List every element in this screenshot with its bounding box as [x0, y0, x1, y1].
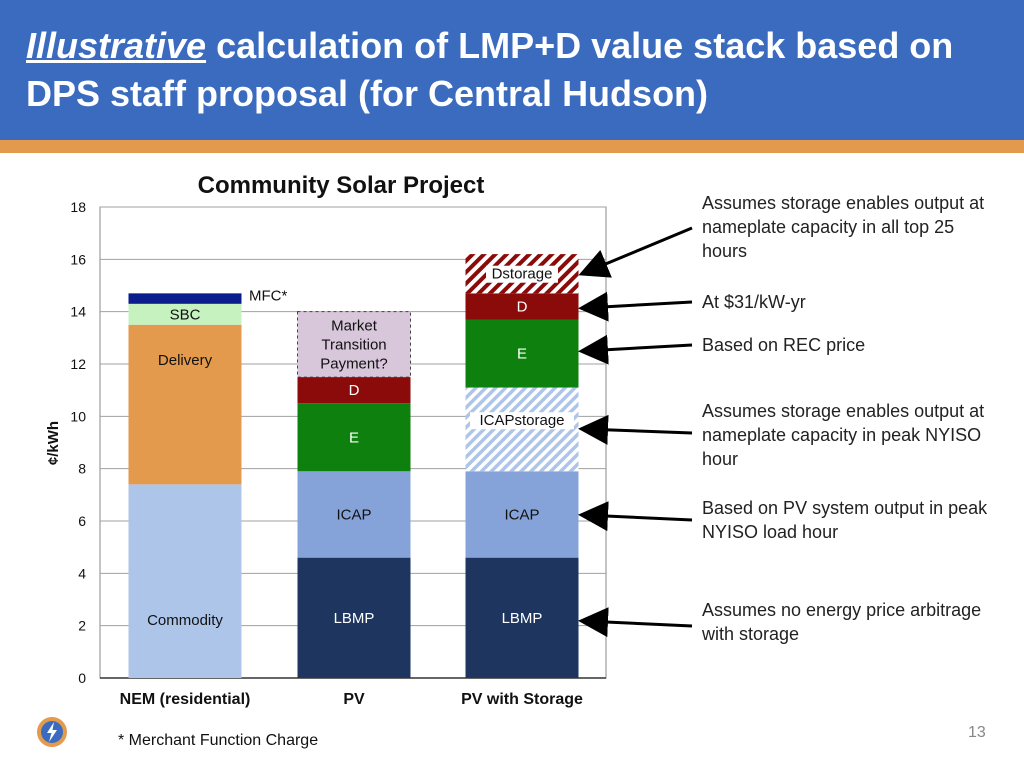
y-tick-label: 2 [78, 618, 86, 634]
bar-segment-d [465, 293, 579, 320]
annotation-d: At $31/kW-yr [702, 292, 806, 312]
bar-segment-d [297, 377, 411, 404]
y-tick-label: 12 [70, 356, 86, 372]
y-tick-label: 16 [70, 251, 86, 267]
bar-segment-e [465, 319, 579, 388]
segment-label: Payment? [320, 355, 388, 372]
chart-title: Community Solar Project [198, 172, 485, 199]
segment-label: D [517, 298, 528, 315]
y-axis-label: ¢/kWh [45, 421, 62, 465]
bar-segment-commodity [128, 484, 242, 678]
annotation-e: Based on REC price [702, 335, 866, 355]
y-tick-label: 4 [78, 565, 86, 581]
annotation-icap: Based on PV system output in peak NYISO … [702, 498, 988, 542]
segment-label: LBMP [502, 610, 543, 627]
segment-label-bg [470, 412, 574, 430]
segment-label: ICAP [336, 506, 371, 523]
bar-segment-lbmp [465, 557, 579, 678]
bar-segment-icap [297, 471, 411, 558]
y-tick-label: 10 [70, 408, 86, 424]
segment-label: ICAPstorage [479, 412, 564, 429]
x-category-label: PV with Storage [461, 691, 583, 708]
segment-label-bg [486, 265, 558, 283]
segment-label: Commodity [147, 612, 223, 629]
lightning-bolt-logo-icon [37, 717, 67, 747]
segment-label: SBC [170, 306, 201, 323]
segment-label: D [349, 382, 360, 399]
title-emphasis: Illustrative [26, 25, 207, 66]
segment-label: ICAP [504, 506, 539, 523]
annotation-lbmp: Assumes no energy price arbitrage with s… [702, 600, 982, 644]
segment-label: Market [331, 317, 378, 334]
y-tick-label: 14 [70, 304, 86, 320]
segment-label: Transition [321, 336, 386, 353]
bar-segment-mfc [128, 293, 242, 304]
stacked-bar-chart: 0 2 4 6 8 10 12 14 16 18 Commodity Delivery SBC MFC* N… [45, 172, 607, 708]
segment-label: Delivery [158, 352, 213, 369]
bar-segment-lbmp [297, 557, 411, 678]
segment-label: MFC* [249, 287, 287, 304]
slide-title: Illustrative calculation of LMP+D value … [26, 22, 1016, 118]
bar-segment-market-transition-payment [297, 311, 411, 378]
y-tick-label: 0 [78, 670, 86, 686]
segment-label: Dstorage [492, 266, 553, 283]
segment-label: LBMP [334, 610, 375, 627]
segment-label: E [349, 429, 359, 446]
x-category-label: PV [343, 691, 365, 708]
bar-segment-sbc [128, 303, 242, 325]
bar-segment-icap [465, 471, 579, 558]
header-accent-bar [0, 140, 1024, 153]
title-text: calculation of LMP+D value stack based o… [26, 25, 954, 114]
y-tick-label: 6 [78, 513, 86, 529]
annotation-icapstorage: Assumes storage enables output at namepl… [702, 401, 985, 469]
bar-segment-delivery [128, 324, 242, 485]
slide-header [0, 0, 1024, 140]
footnote: * Merchant Function Charge [118, 732, 319, 749]
y-tick-label: 18 [70, 199, 86, 215]
page-number: 13 [968, 724, 986, 741]
segment-label: E [517, 346, 527, 363]
annotation-dstorage: Assumes storage enables output at namepl… [702, 193, 985, 261]
x-category-label: NEM (residential) [120, 691, 251, 708]
bar-segment-icapstorage [465, 387, 579, 472]
y-tick-label: 8 [78, 461, 86, 477]
bar-segment-e [297, 403, 411, 472]
